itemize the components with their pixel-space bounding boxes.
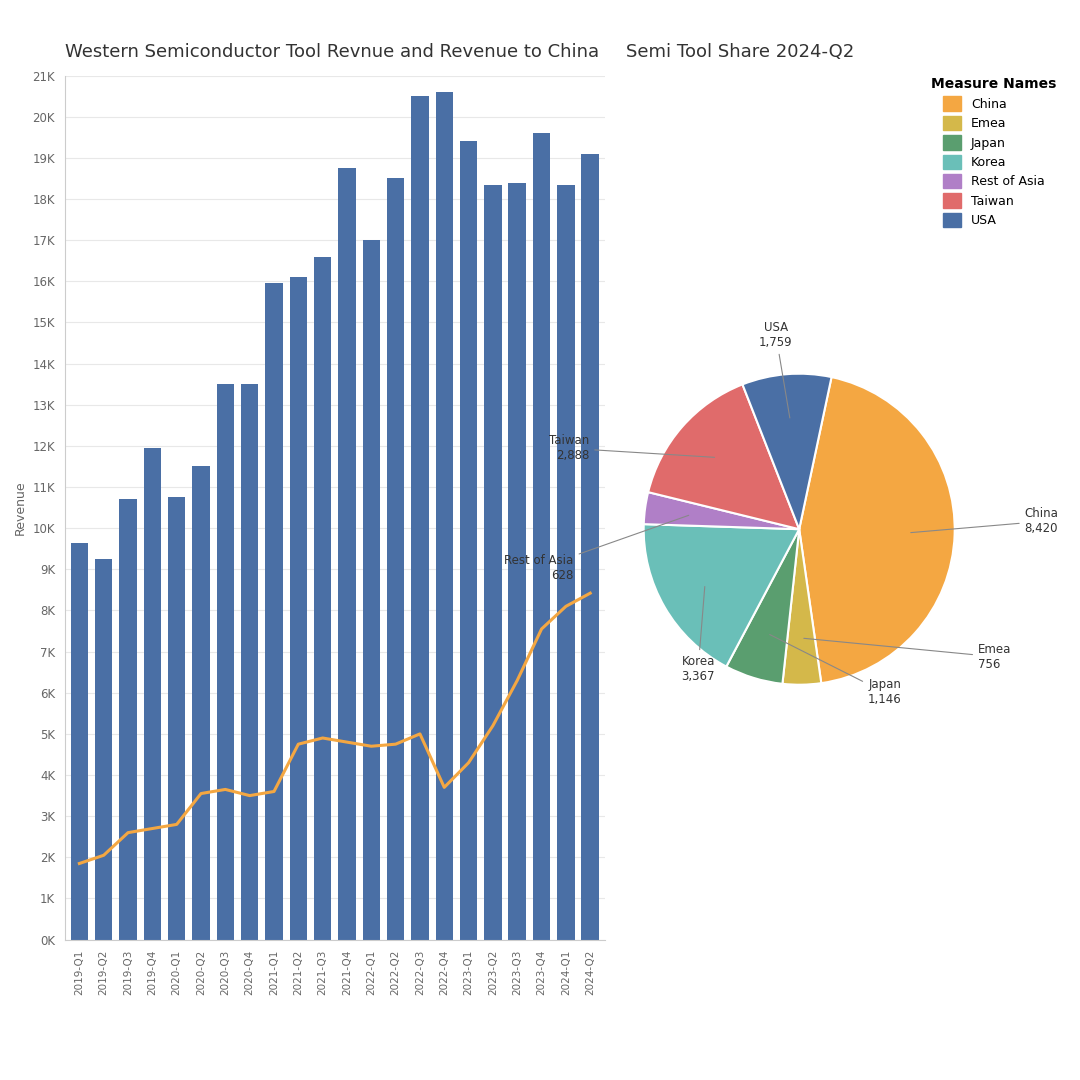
Bar	[363, 240, 380, 940]
Bar	[557, 185, 575, 940]
Bar	[167, 497, 186, 940]
Bar	[435, 92, 453, 940]
Bar	[217, 384, 234, 940]
Wedge shape	[742, 374, 832, 529]
Bar	[241, 384, 258, 940]
Bar	[460, 141, 477, 940]
Bar	[314, 257, 332, 940]
Text: Semi Tool Share 2024-Q2: Semi Tool Share 2024-Q2	[626, 43, 854, 62]
Bar	[387, 178, 404, 940]
Bar	[119, 499, 137, 940]
Text: Taiwan
2,888: Taiwan 2,888	[549, 434, 715, 462]
Bar	[289, 278, 307, 940]
Bar	[95, 559, 112, 940]
Legend: China, Emea, Japan, Korea, Rest of Asia, Taiwan, USA: China, Emea, Japan, Korea, Rest of Asia,…	[926, 71, 1063, 233]
Text: Rest of Asia
628: Rest of Asia 628	[504, 515, 689, 582]
Text: China
8,420: China 8,420	[910, 508, 1058, 536]
Bar	[411, 96, 429, 940]
Text: USA
1,759: USA 1,759	[759, 321, 793, 418]
Bar	[144, 448, 161, 940]
Text: Western Semiconductor Tool Revnue and Revenue to China: Western Semiconductor Tool Revnue and Re…	[65, 43, 599, 62]
Bar	[509, 183, 526, 940]
Wedge shape	[727, 529, 799, 684]
Bar	[338, 168, 355, 940]
Wedge shape	[644, 524, 799, 666]
Y-axis label: Revenue: Revenue	[14, 481, 27, 535]
Bar	[484, 185, 502, 940]
Bar	[532, 133, 551, 940]
Bar	[70, 542, 89, 940]
Wedge shape	[782, 529, 821, 685]
Text: Emea
756: Emea 756	[804, 638, 1012, 671]
Wedge shape	[799, 377, 955, 684]
Bar	[192, 467, 210, 940]
Text: Korea
3,367: Korea 3,367	[681, 586, 715, 684]
Wedge shape	[648, 384, 799, 529]
Bar	[581, 153, 599, 940]
Text: Japan
1,146: Japan 1,146	[770, 635, 902, 706]
Wedge shape	[644, 492, 799, 529]
Bar	[266, 283, 283, 940]
